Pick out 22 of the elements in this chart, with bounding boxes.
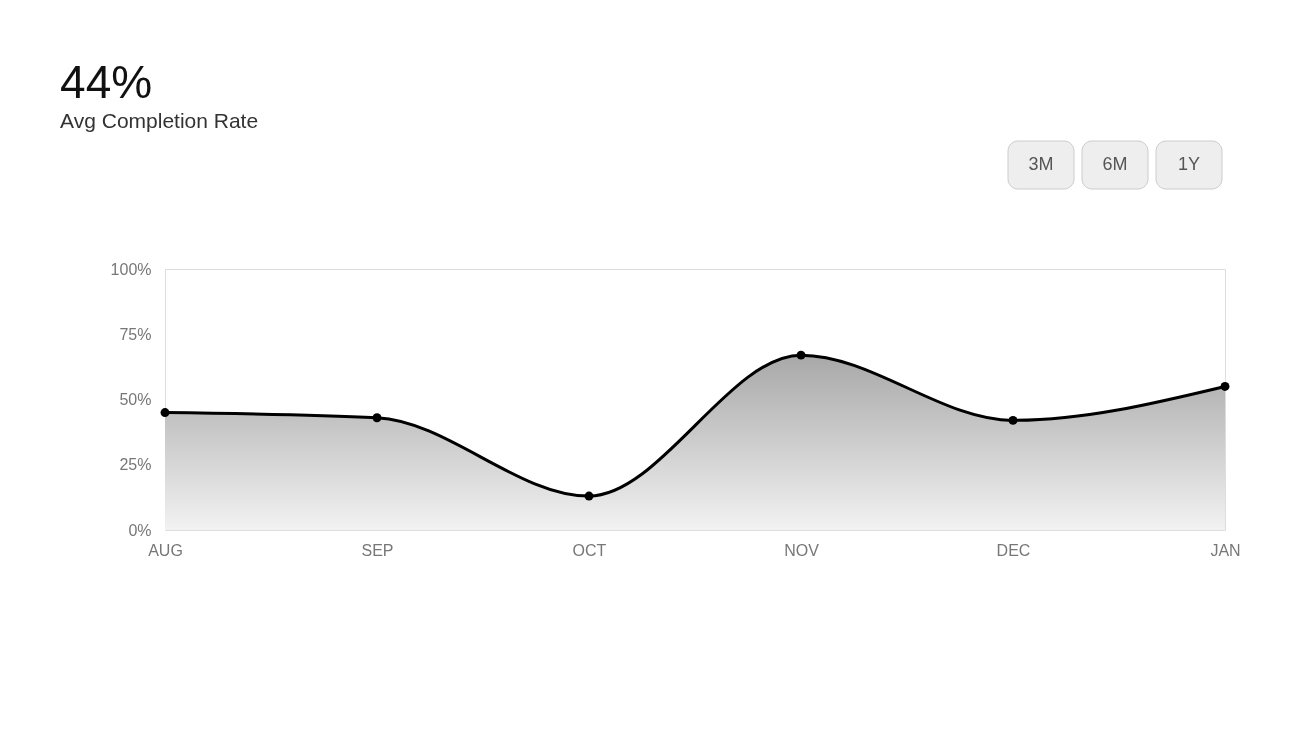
point	[1220, 381, 1230, 391]
text: 6M	[1102, 154, 1128, 174]
text: 1Y	[1177, 154, 1201, 174]
point	[160, 408, 170, 418]
y-tick-label: 50%	[119, 391, 152, 408]
x-tick-label: SEP	[361, 541, 394, 559]
x-tick-label: OCT	[572, 541, 607, 559]
y-tick-label: 0%	[128, 521, 152, 539]
chart-title: 44%	[60, 55, 153, 108]
text: 3M	[1028, 154, 1054, 174]
y-tick-label: 25%	[119, 456, 152, 474]
point	[584, 491, 594, 501]
point	[1008, 415, 1018, 425]
x-tick-label: NOV	[784, 541, 820, 559]
y-tick-label: 100%	[110, 260, 152, 278]
point	[796, 350, 806, 360]
x-tick-label: AUG	[148, 541, 183, 559]
chart-subtitle: Avg Completion Rate	[60, 108, 259, 132]
y-tick-label: 75%	[119, 325, 152, 343]
point	[372, 413, 382, 423]
x-tick-label: JAN	[1210, 541, 1241, 559]
x-tick-label: DEC	[996, 541, 1031, 559]
